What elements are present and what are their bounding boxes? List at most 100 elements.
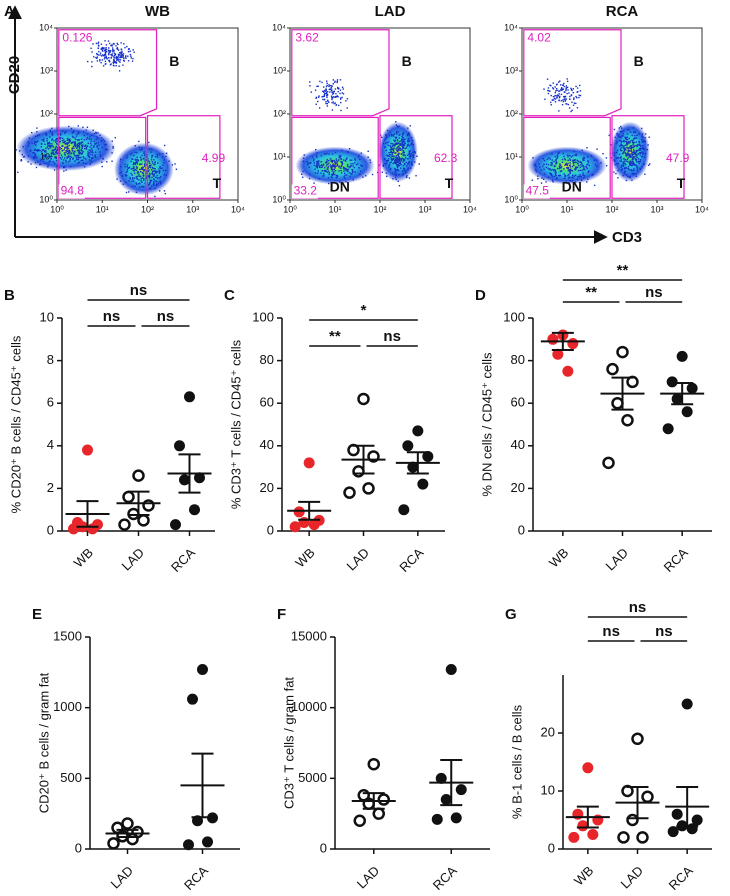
event-dot (411, 142, 413, 144)
event-dot (551, 179, 554, 182)
event-dot (354, 159, 357, 161)
event-dot (393, 147, 395, 149)
event-dot (544, 98, 546, 100)
event-dot (632, 163, 634, 165)
event-dot (335, 104, 338, 106)
event-dot (66, 147, 68, 149)
data-point (179, 474, 190, 486)
event-dot (332, 101, 335, 103)
data-point (431, 813, 443, 825)
event-dot (614, 163, 616, 166)
event-dot (558, 93, 560, 95)
event-dot (398, 149, 400, 152)
event-dot (332, 83, 335, 85)
event-dot (154, 168, 156, 170)
event-dot (100, 61, 102, 64)
event-dot (68, 152, 70, 155)
event-dot (313, 182, 315, 184)
event-dot (394, 152, 396, 154)
event-dot (549, 172, 552, 175)
event-dot (324, 170, 327, 173)
event-dot (393, 173, 396, 175)
event-dot (88, 159, 91, 161)
event-dot (389, 162, 391, 164)
event-dot (126, 157, 128, 159)
event-dot (583, 166, 585, 168)
event-dot (80, 148, 83, 151)
event-dot (74, 143, 76, 146)
event-dot (314, 172, 317, 174)
event-dot (46, 143, 49, 145)
event-dot (153, 170, 155, 172)
event-dot (94, 151, 97, 153)
event-dot (565, 164, 568, 166)
event-dot (404, 142, 406, 144)
event-dot (119, 56, 122, 59)
event-dot (136, 161, 138, 163)
event-dot (163, 173, 165, 176)
event-dot (103, 47, 105, 49)
event-dot (141, 171, 143, 174)
event-dot (105, 44, 108, 46)
significance-label: * (361, 302, 367, 319)
gate-name: DN (562, 179, 582, 195)
event-dot (160, 167, 162, 170)
event-dot (641, 140, 644, 143)
event-dot (61, 130, 64, 132)
event-dot (635, 160, 638, 162)
event-dot (324, 92, 326, 95)
data-point (187, 693, 198, 705)
gate-value-box (523, 184, 550, 199)
event-dot (391, 159, 393, 162)
data-point (367, 757, 380, 771)
event-dot (565, 181, 567, 183)
event-dot (46, 162, 48, 164)
event-dot (358, 154, 360, 156)
event-dot (568, 107, 571, 109)
event-dot (349, 165, 351, 168)
event-dot (564, 97, 566, 99)
event-dot (386, 175, 388, 178)
event-dot (408, 150, 410, 152)
event-dot (620, 137, 622, 139)
event-dot (531, 179, 534, 181)
event-dot (156, 153, 158, 156)
event-dot (330, 87, 332, 89)
event-dot (118, 58, 120, 60)
event-dot (97, 148, 100, 150)
event-dot (75, 135, 78, 137)
event-dot (554, 169, 556, 171)
event-dot (174, 163, 176, 165)
event-dot (386, 159, 389, 162)
event-dot (559, 163, 561, 165)
event-dot (309, 85, 311, 87)
event-dot (71, 132, 74, 134)
event-dot (99, 155, 102, 157)
event-dot (616, 132, 618, 135)
event-dot (556, 156, 559, 158)
event-dot (552, 169, 555, 172)
event-dot (67, 146, 69, 148)
event-dot (162, 164, 164, 166)
event-dot (136, 167, 138, 170)
event-dot (619, 160, 621, 162)
event-dot (89, 149, 92, 151)
event-dot (87, 151, 89, 153)
event-dot (540, 169, 542, 171)
event-dot (549, 168, 551, 170)
event-dot (564, 175, 567, 177)
event-dot (388, 133, 390, 136)
gate-value: 4.99 (202, 151, 226, 165)
event-dot (153, 183, 155, 185)
event-dot (138, 163, 141, 166)
event-dot (69, 155, 71, 158)
event-dot (622, 140, 625, 143)
event-dot (412, 156, 415, 158)
event-dot (86, 145, 88, 147)
event-dot (92, 146, 95, 148)
data-point (691, 814, 703, 826)
event-dot (553, 160, 555, 163)
event-dot (48, 161, 50, 164)
event-dot (579, 84, 581, 87)
